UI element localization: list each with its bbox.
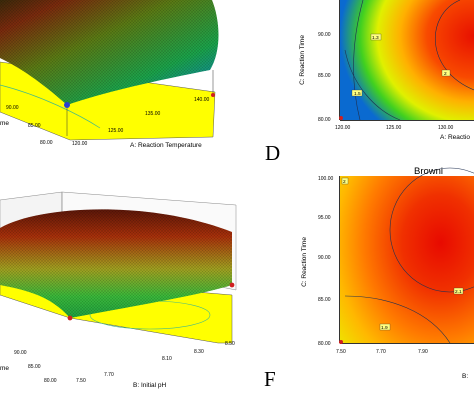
- y-tick: 90.00: [6, 105, 19, 111]
- y-tick: 90.00: [318, 255, 331, 261]
- x-tick: 130.00: [438, 125, 454, 131]
- floor-contour: [0, 84, 101, 129]
- x-tick: 120.00: [72, 141, 88, 147]
- x-axis-label: B: Initial pH: [133, 382, 167, 389]
- contour-line: [353, 0, 364, 121]
- x-tick: 125.00: [386, 125, 402, 131]
- x-tick: 8.10: [162, 356, 172, 362]
- contour-label: 2.1: [455, 289, 462, 295]
- x-tick: 135.00: [145, 111, 161, 117]
- contour-label: 2: [343, 179, 346, 185]
- y-tick: 85.00: [28, 123, 41, 129]
- x-tick: 7.50: [76, 378, 86, 384]
- x-tick: 8.50: [225, 341, 235, 347]
- contour-line: [389, 167, 474, 293]
- x-axis-label: A: Reactio: [440, 134, 470, 141]
- y-tick: 80.00: [318, 341, 331, 347]
- x-tick: 120.00: [335, 125, 351, 131]
- x-tick: 7.50: [336, 349, 346, 355]
- contour-line: [344, 295, 451, 344]
- x-axis-label: B:: [462, 373, 468, 380]
- y-tick: 95.00: [318, 215, 331, 221]
- surface-plot-bottom-left: 7.50 7.70 8.10 8.30 8.50 80.00 85.00 90.…: [0, 191, 237, 389]
- contour-label: 1.5: [354, 91, 361, 97]
- y-tick: 85.00: [28, 364, 41, 370]
- x-tick: 8.30: [194, 349, 204, 355]
- y-axis-label: C: Reaction Time: [299, 35, 306, 85]
- y-tick: 100.00: [318, 176, 334, 182]
- y-axis-label: me: [0, 120, 9, 127]
- y-tick: 85.00: [318, 73, 331, 79]
- panel-letter-d: D: [265, 141, 280, 165]
- y-axis-label: C: Reaction Time: [301, 237, 308, 287]
- x-tick: 7.70: [376, 349, 386, 355]
- y-tick: 80.00: [44, 378, 57, 384]
- y-tick: 80.00: [318, 117, 331, 123]
- y-axis-label: me: [0, 365, 9, 372]
- x-tick: 125.00: [108, 128, 124, 134]
- y-tick: 80.00: [40, 140, 53, 146]
- x-axis-label: A: Reaction Temperature: [130, 142, 202, 149]
- contour-plot-top-right: 1.3 1.5 2 90.00 85.00 80.00 120.00 125.0…: [299, 0, 474, 141]
- surface-plot-top-left: 120.00 125.00 135.00 140.00 80.00 85.00 …: [0, 0, 219, 149]
- contour-line: [344, 49, 401, 121]
- contour-line: [434, 0, 474, 91]
- contour-plot-bottom-right: 2 2.1 1.9 Browni 100.00 95.00 90.00 85.0…: [301, 166, 474, 380]
- contour-label: 1.9: [381, 325, 388, 331]
- y-tick: 90.00: [318, 32, 331, 38]
- y-tick: 90.00: [14, 350, 27, 356]
- min-point-marker: [64, 102, 70, 108]
- panel-letter-f: F: [264, 367, 276, 391]
- x-tick: 140.00: [194, 97, 210, 103]
- contour-label: 2: [444, 71, 447, 77]
- x-tick: 7.90: [418, 349, 428, 355]
- chart-title: Browni: [414, 166, 443, 177]
- contour-label: 1.3: [372, 35, 379, 41]
- x-tick: 7.70: [104, 372, 114, 378]
- y-tick: 85.00: [318, 297, 331, 303]
